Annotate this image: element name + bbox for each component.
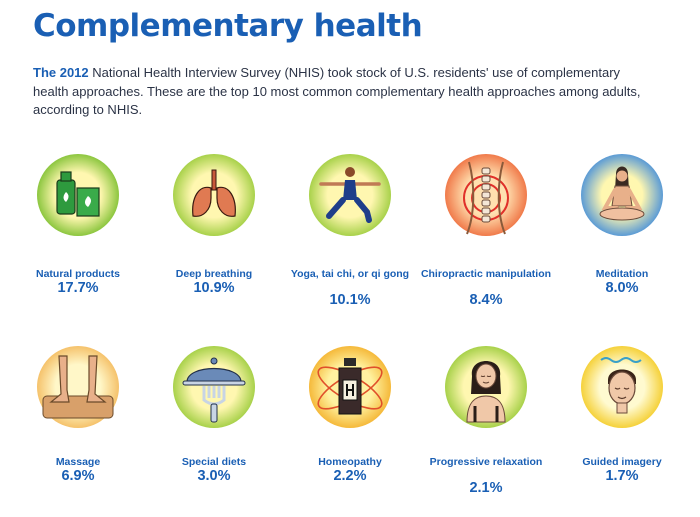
approach-card-yoga: Yoga, tai chi, or qi gong 10.1% (282, 152, 418, 322)
approach-label: Massage (55, 456, 101, 468)
approach-card-guided-imagery: Guided imagery 1.7% (554, 344, 690, 514)
approach-label: Chiropractic manipulation (420, 268, 552, 280)
approach-card-massage: Massage 6.9% (10, 344, 146, 514)
approach-label: Special diets (181, 456, 247, 468)
approach-label: Guided imagery (582, 456, 662, 468)
approach-percent: 8.0% (605, 280, 639, 296)
approaches-grid: Natural products 17.7% Deep breathing 10… (10, 152, 690, 512)
approach-percent: 10.9% (193, 280, 235, 296)
approach-percent: 10.1% (329, 292, 371, 308)
approach-label: Deep breathing (175, 268, 253, 280)
approach-label: Progressive relaxation (429, 456, 543, 468)
approach-percent: 1.7% (605, 468, 639, 484)
cloche-fork-icon (173, 346, 255, 428)
approach-card-deep-breathing: Deep breathing 10.9% (146, 152, 282, 322)
supplement-bottles-icon (37, 154, 119, 236)
approach-card-chiropractic: Chiropractic manipulation 8.4% (418, 152, 554, 322)
meditation-icon (581, 154, 663, 236)
guided-face-icon (581, 346, 663, 428)
approach-percent: 17.7% (57, 280, 99, 296)
intro-text: National Health Interview Survey (NHIS) … (33, 65, 641, 117)
spine-icon (445, 154, 527, 236)
approach-label: Natural products (35, 268, 120, 280)
approach-card-meditation: Meditation 8.0% (554, 152, 690, 322)
approach-percent: 6.9% (61, 468, 95, 484)
approach-card-special-diets: Special diets 3.0% (146, 344, 282, 514)
approach-card-homeopathy: Homeopathy 2.2% (282, 344, 418, 514)
approach-label: Yoga, tai chi, or qi gong (290, 268, 410, 280)
lungs-icon (173, 154, 255, 236)
massage-hands-icon (37, 346, 119, 428)
intro-paragraph: The 2012 National Health Interview Surve… (33, 64, 648, 120)
approach-percent: 2.2% (333, 468, 367, 484)
approach-percent: 2.1% (469, 480, 503, 496)
approach-label: Homeopathy (318, 456, 382, 468)
homeopathy-bottle-icon (309, 346, 391, 428)
yoga-pose-icon (309, 154, 391, 236)
approach-percent: 8.4% (469, 292, 503, 308)
approach-card-natural-products: Natural products 17.7% (10, 152, 146, 322)
relaxed-woman-icon (445, 346, 527, 428)
approach-label: Meditation (595, 268, 649, 280)
page-title: Complementary health (33, 8, 423, 44)
intro-lead: The 2012 (33, 65, 89, 80)
approach-card-progressive-relaxation: Progressive relaxation 2.1% (418, 344, 554, 514)
approach-percent: 3.0% (197, 468, 231, 484)
